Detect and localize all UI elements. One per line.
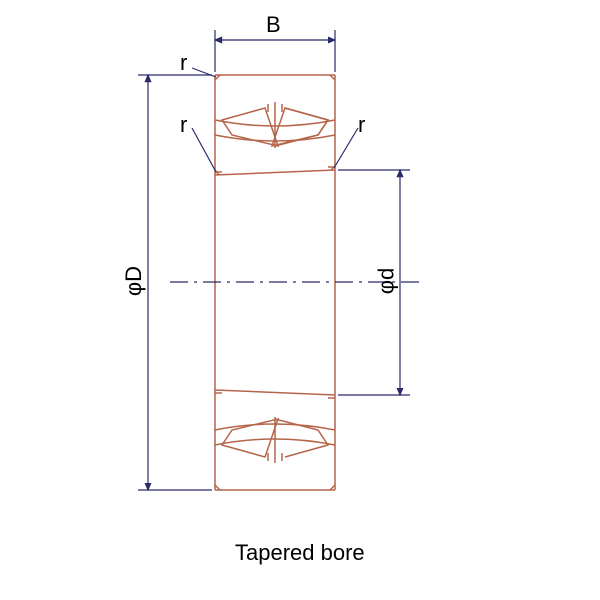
label-r1: r (180, 50, 187, 76)
label-D: φD (121, 266, 147, 296)
caption: Tapered bore (235, 540, 365, 566)
label-B: B (266, 12, 281, 38)
bearing-diagram: B φD φd r r r Tapered bore (0, 0, 600, 600)
label-r2: r (180, 112, 187, 138)
top-rollers (222, 102, 328, 148)
diagram-svg (0, 0, 600, 600)
label-d: φd (373, 268, 399, 295)
bottom-rollers (222, 417, 328, 463)
label-r3: r (358, 112, 365, 138)
